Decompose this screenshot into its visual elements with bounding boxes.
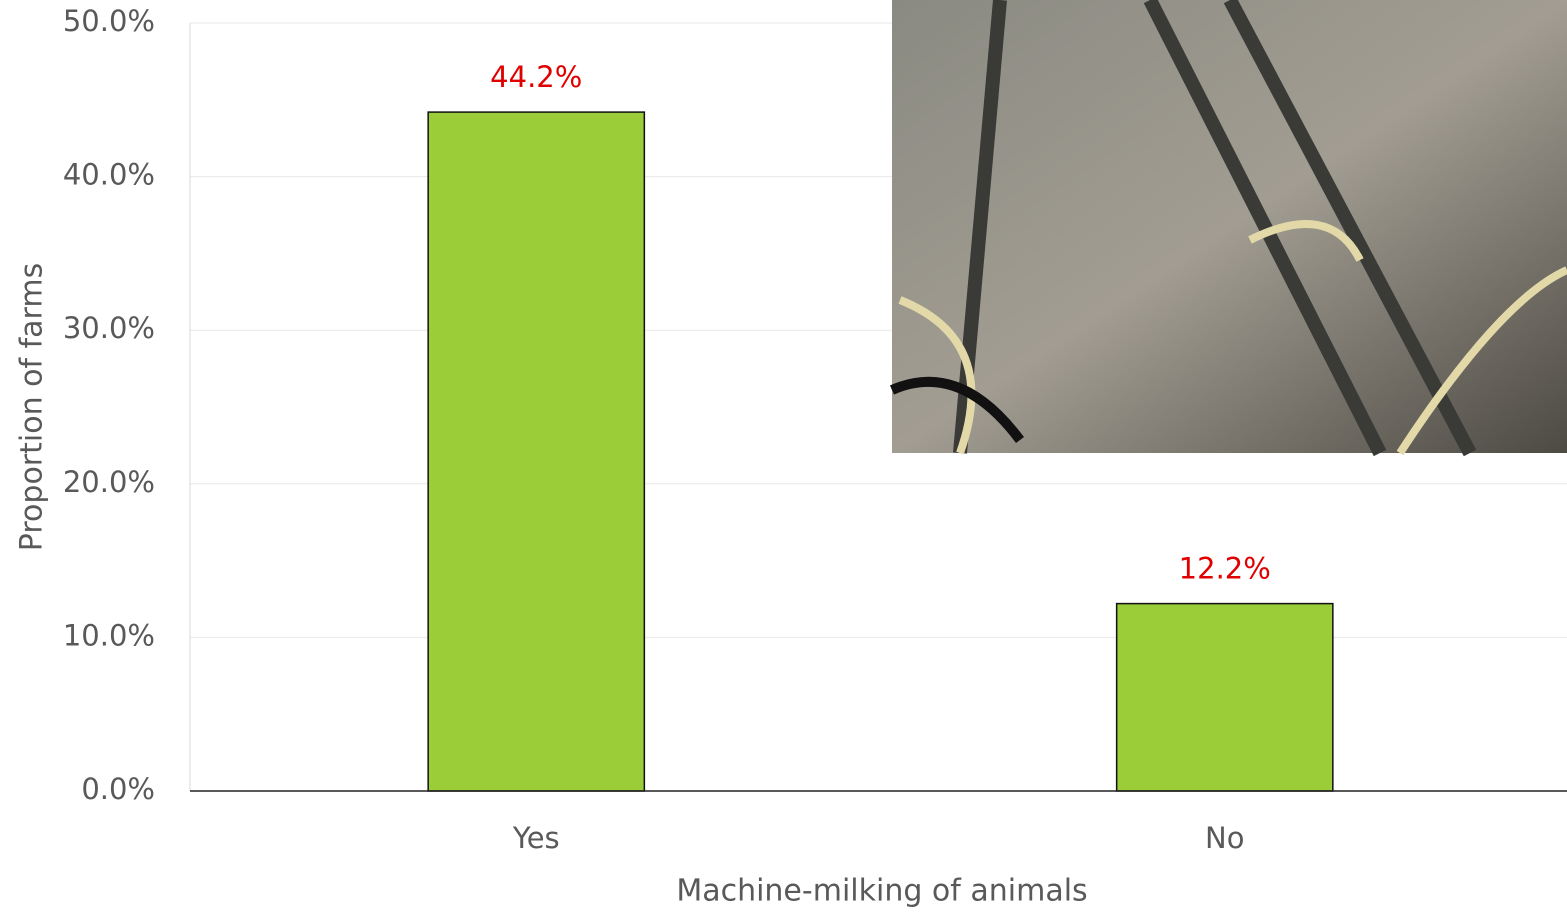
y-tick-label: 20.0%	[63, 465, 155, 499]
bar	[1115, 602, 1334, 792]
x-tick-label: Yes	[512, 821, 560, 855]
x-tick-label: No	[1205, 821, 1244, 855]
y-tick-label: 40.0%	[63, 158, 155, 192]
photo-inset	[889, 0, 1567, 457]
data-label: 44.2%	[490, 60, 582, 94]
y-tick-label: 30.0%	[63, 311, 155, 345]
data-label: 12.2%	[1179, 552, 1271, 586]
bar	[427, 111, 646, 792]
y-tick-label: 50.0%	[63, 4, 155, 38]
y-tick-label: 10.0%	[63, 618, 155, 652]
x-axis-title: Machine-milking of animals	[676, 874, 1087, 909]
y-tick-label: 0.0%	[81, 772, 155, 806]
plot	[427, 111, 1334, 792]
y-axis-title: Proportion of farms	[15, 263, 50, 551]
